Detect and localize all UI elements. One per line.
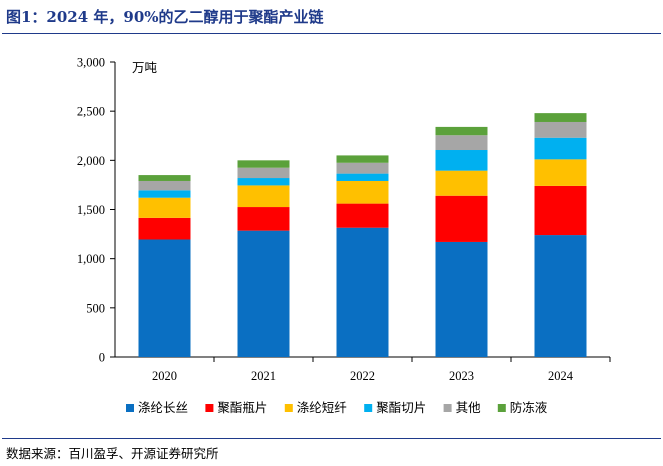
bar-segment — [435, 241, 488, 357]
legend-swatch — [205, 404, 214, 412]
bar-segment — [138, 217, 191, 240]
bar-segment — [237, 167, 290, 179]
bar-segment — [336, 162, 389, 174]
y-tick-label: 1,000 — [77, 252, 105, 266]
unit-label: 万吨 — [132, 60, 158, 75]
legend-swatch — [497, 404, 506, 412]
bar-segment — [534, 185, 587, 236]
bar-segment — [534, 235, 587, 357]
bar-segment — [237, 230, 290, 357]
bar-segment — [534, 159, 587, 186]
legend-item: 其他 — [443, 400, 482, 415]
x-tick-label: 2024 — [548, 369, 574, 383]
bar-segment — [138, 175, 191, 181]
bar-segment — [138, 180, 191, 191]
y-tick-label: 1,500 — [77, 203, 105, 217]
bar-segment — [435, 135, 488, 151]
x-tick-label: 2021 — [251, 369, 276, 383]
bar-segment — [534, 121, 587, 138]
legend-swatch — [126, 404, 134, 412]
bar-segment — [138, 197, 191, 218]
bar-segment — [237, 178, 290, 186]
legend-swatch — [443, 404, 452, 412]
legend-label: 涤纶长丝 — [138, 400, 188, 415]
legend-item: 聚酯瓶片 — [205, 400, 267, 415]
legend-item: 涤纶长丝 — [126, 400, 188, 415]
bar-segment — [435, 195, 488, 242]
y-tick-label: 500 — [86, 301, 105, 315]
legend-item: 涤纶短纤 — [284, 400, 348, 415]
legend-label: 防冻液 — [510, 400, 548, 415]
bar-segment — [237, 185, 290, 208]
bar-segment — [237, 160, 290, 168]
y-tick-label: 2,000 — [77, 154, 105, 168]
bar-segment — [138, 239, 191, 357]
bar-segment — [336, 227, 389, 357]
bar-segment — [336, 203, 389, 228]
bar-segment — [336, 173, 389, 181]
y-tick-label: 3,000 — [77, 56, 105, 70]
x-tick-label: 2023 — [449, 369, 474, 383]
bar-segment — [435, 170, 488, 196]
data-source: 数据来源：百川盈孚、开源证券研究所 — [6, 446, 219, 461]
y-tick-label: 0 — [99, 351, 105, 365]
source-divider — [2, 438, 661, 439]
legend-item: 防冻液 — [497, 400, 548, 415]
legend-swatch — [284, 404, 293, 412]
stacked-bar-chart: 0 500 1,000 1,500 2,000 2,500 3,000 万吨 2020 2021 2… — [77, 56, 611, 415]
x-tick-label: 2022 — [350, 369, 375, 383]
y-tick-label: 2,500 — [77, 105, 105, 119]
legend-item: 聚酯切片 — [364, 400, 426, 415]
legend-label: 涤纶短纤 — [297, 400, 348, 415]
bar-segment — [435, 150, 488, 171]
bar-segment — [336, 155, 389, 163]
bar-segment — [534, 137, 587, 160]
bar-segment — [237, 207, 290, 231]
legend-label: 聚酯瓶片 — [217, 400, 267, 415]
bar-segment — [336, 180, 389, 204]
legend-label: 其他 — [456, 400, 482, 415]
chart-title: 图1：2024 年，90%的乙二醇用于聚酯产业链 — [6, 8, 324, 26]
bar-segment — [435, 126, 488, 136]
x-tick-label: 2020 — [152, 369, 177, 383]
bar-segment — [534, 113, 587, 122]
legend-label: 聚酯切片 — [376, 400, 426, 415]
bar-segment — [138, 190, 191, 198]
title-divider — [2, 33, 661, 34]
legend-swatch — [364, 404, 373, 412]
